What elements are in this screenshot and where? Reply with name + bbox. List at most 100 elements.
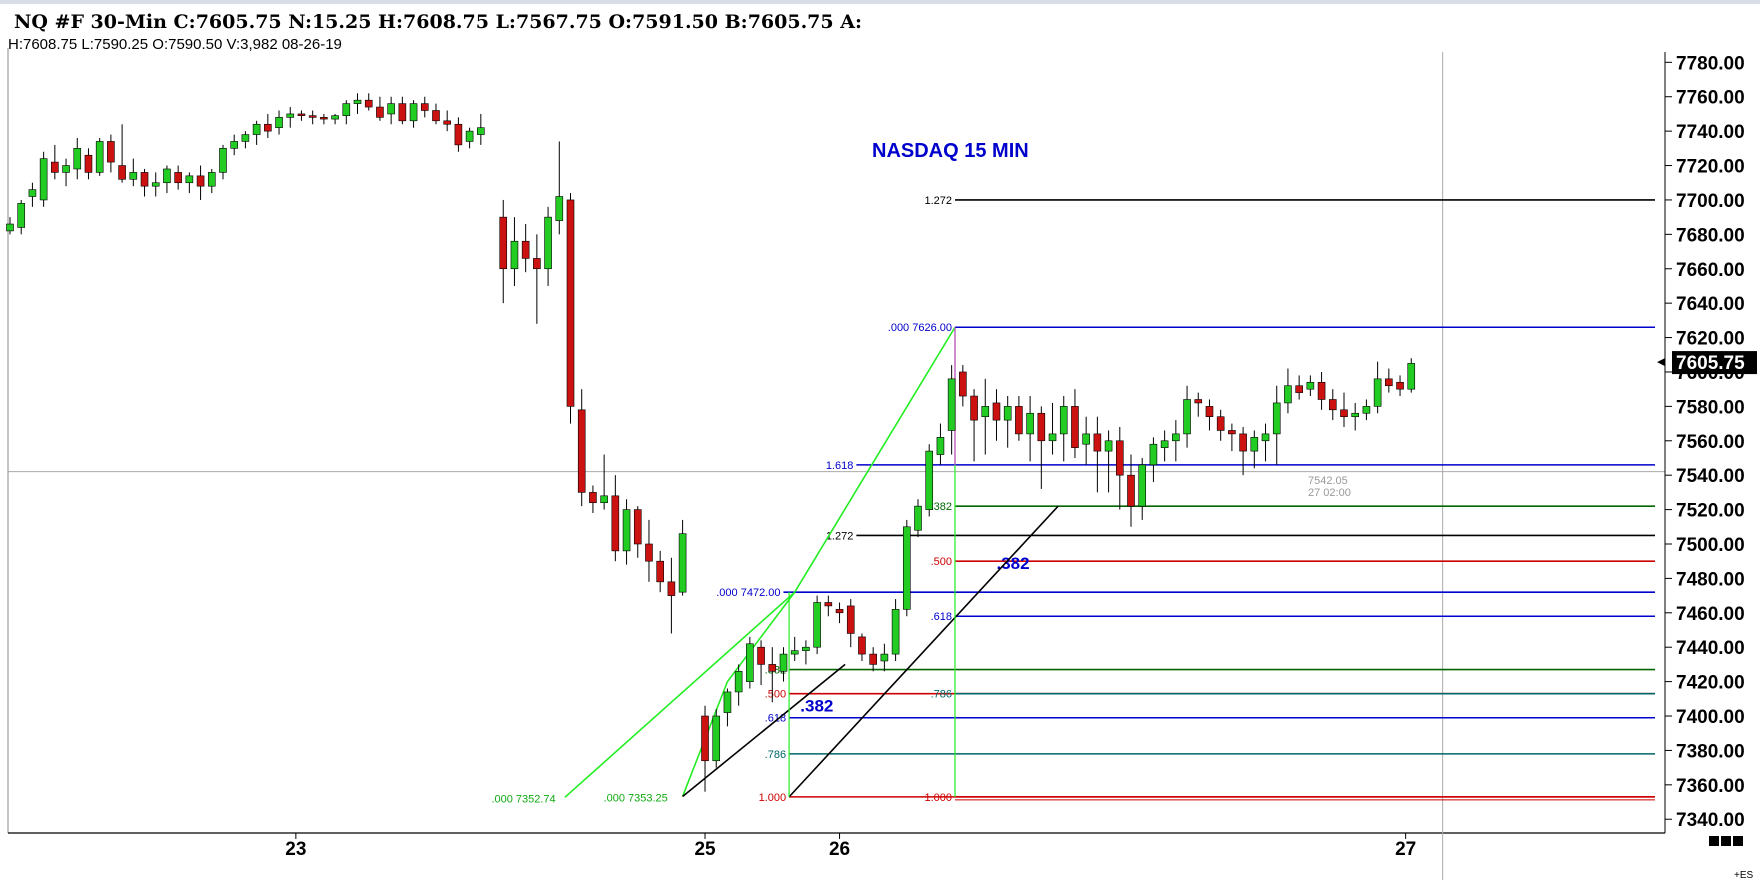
candle-body xyxy=(1351,412,1359,417)
candle-body xyxy=(959,371,967,397)
candle-body xyxy=(701,715,709,762)
candle xyxy=(1385,368,1393,393)
candle-body xyxy=(163,168,171,184)
candle-body xyxy=(1003,406,1012,421)
candle xyxy=(589,485,597,514)
candle-body xyxy=(1407,363,1416,390)
price-tick-label: 7780.00 xyxy=(1676,53,1745,74)
candle xyxy=(1138,457,1147,520)
candle-body xyxy=(734,670,743,693)
price-tick-label: 7740.00 xyxy=(1676,122,1745,143)
candle-body xyxy=(387,103,395,115)
candle-body xyxy=(645,543,653,562)
candle xyxy=(1328,389,1337,421)
candle-body xyxy=(824,602,833,607)
candle xyxy=(902,519,911,617)
candle-body xyxy=(1385,378,1393,387)
price-tick-label: 7560.00 xyxy=(1676,432,1745,453)
candle xyxy=(286,107,295,128)
candle xyxy=(667,557,676,634)
candle xyxy=(1295,375,1303,400)
candle-body xyxy=(331,115,339,120)
candle xyxy=(790,636,799,661)
candle xyxy=(39,151,48,207)
candle xyxy=(320,113,328,125)
candle xyxy=(1351,402,1359,431)
candle xyxy=(185,172,194,194)
candle xyxy=(1284,368,1292,414)
time-tick-label: 27 xyxy=(1395,839,1416,860)
fib-level-label: .000 7626.00 xyxy=(888,322,952,334)
price-tick-label: 7460.00 xyxy=(1676,604,1745,625)
candle xyxy=(779,647,788,682)
candle xyxy=(477,113,485,145)
candle xyxy=(1059,396,1068,462)
chart-annotation-title: NASDAQ 15 MIN xyxy=(872,140,1029,162)
candle-body xyxy=(544,216,552,270)
candle xyxy=(1104,430,1113,493)
candle xyxy=(342,100,351,125)
candle-body xyxy=(1373,378,1382,407)
candle-body xyxy=(1295,385,1303,393)
price-tick-label: 7440.00 xyxy=(1676,638,1745,659)
candle xyxy=(611,475,620,562)
candle xyxy=(308,110,317,125)
candle-body xyxy=(723,691,732,713)
candle-body xyxy=(1261,433,1270,442)
candle xyxy=(600,454,608,510)
scroll-corner-blocks[interactable] xyxy=(1709,836,1743,846)
candle-body xyxy=(140,172,149,187)
candle xyxy=(992,389,1001,441)
fib-level-label: .000 7472.00 xyxy=(716,587,780,599)
candle-body xyxy=(252,123,261,135)
candle xyxy=(824,595,833,617)
candle-body xyxy=(678,533,687,593)
candle xyxy=(1407,358,1416,393)
fibonacci-levels: 1.272 .000 7626.00 1.618 .382 1.272 .500 .000 … xyxy=(491,195,1655,805)
candle xyxy=(331,113,339,125)
candle-body xyxy=(712,715,721,762)
candle xyxy=(1306,375,1315,397)
candle xyxy=(1093,416,1102,493)
candle-body xyxy=(936,437,945,455)
fib-annotation-label: .382 xyxy=(996,554,1029,573)
quote-header: NQ #F 30-Min C:7605.75 N:15.25 H:7608.75… xyxy=(14,11,862,33)
candle-body xyxy=(28,189,37,197)
candle-body xyxy=(566,199,575,407)
candle-body xyxy=(970,395,978,421)
candle xyxy=(465,127,474,149)
fib-level-label: .618 xyxy=(931,611,952,623)
candle xyxy=(1396,375,1404,397)
candle xyxy=(432,103,440,125)
swing-low-label: .000 7352.74 xyxy=(491,793,555,805)
candle-body xyxy=(454,123,463,146)
candle-body xyxy=(1149,443,1158,466)
candle xyxy=(1261,423,1270,462)
candle-body xyxy=(1026,412,1034,435)
candle-body xyxy=(1127,474,1135,507)
candle xyxy=(678,519,687,596)
candle xyxy=(454,117,463,152)
price-tick-label: 7380.00 xyxy=(1676,741,1745,762)
candle xyxy=(846,599,855,648)
candle-body xyxy=(1115,440,1124,476)
candle xyxy=(73,138,82,180)
trend-line xyxy=(681,591,796,797)
candle-body xyxy=(1037,412,1046,442)
price-tick-label: 7680.00 xyxy=(1676,225,1745,246)
candle-body xyxy=(353,99,362,104)
candle xyxy=(1026,396,1034,462)
candle xyxy=(241,131,250,149)
candle-body xyxy=(1172,433,1180,442)
price-tick-label: 7720.00 xyxy=(1676,157,1745,178)
candle-body xyxy=(1205,406,1214,417)
candle xyxy=(746,636,754,689)
candle-body xyxy=(779,653,788,672)
candle-body xyxy=(510,240,519,270)
candle-body xyxy=(992,402,1001,421)
fib-level-label: 1.272 xyxy=(826,530,854,542)
price-tick-label: 7760.00 xyxy=(1676,88,1745,109)
candle xyxy=(521,224,530,273)
candle-body xyxy=(465,130,474,142)
